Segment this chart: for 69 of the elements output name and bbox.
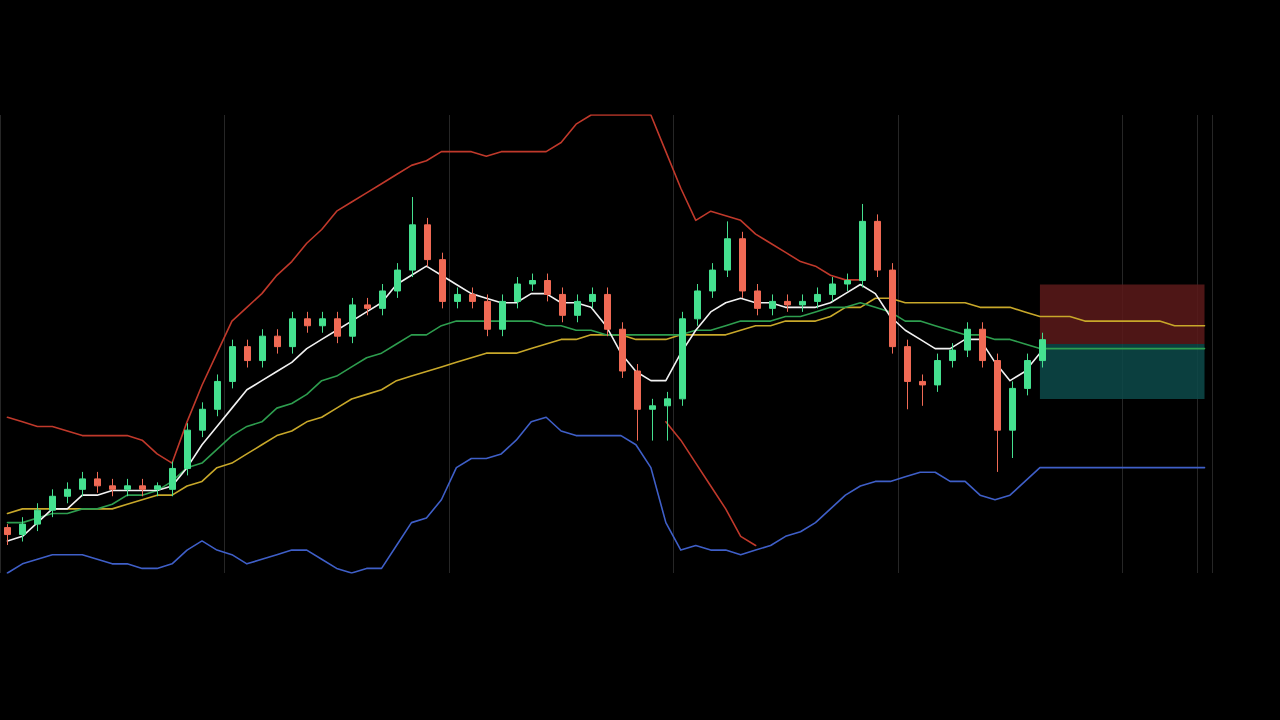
candlestick [4, 523, 11, 546]
candlestick [19, 516, 26, 543]
candlestick [424, 217, 431, 268]
candlestick [304, 311, 311, 334]
candlestick [79, 471, 86, 497]
candlestick [739, 231, 746, 299]
candlestick [949, 342, 956, 369]
candlestick [469, 286, 476, 309]
candlestick [514, 276, 521, 309]
candlestick [709, 262, 716, 299]
candlestick [889, 262, 896, 355]
candlestick [64, 481, 71, 504]
candlestick [499, 293, 506, 337]
candlestick [769, 293, 776, 316]
candlestick [184, 422, 191, 476]
candlestick [829, 276, 836, 302]
candlestick [169, 460, 176, 497]
candlestick [244, 339, 251, 369]
candlestick [454, 286, 461, 309]
candlestick [1024, 353, 1031, 396]
candlestick [979, 321, 986, 369]
candlestick [124, 478, 131, 497]
candlestick [799, 293, 806, 313]
candlestick [664, 391, 671, 442]
candlestick [589, 286, 596, 309]
candlestick [379, 283, 386, 316]
candlestick [199, 401, 206, 438]
candlestick [649, 398, 656, 442]
candlestick [604, 286, 611, 337]
candlestick [784, 293, 791, 313]
candlestick [49, 488, 56, 518]
candlestick [694, 283, 701, 327]
candlestick [289, 311, 296, 355]
candlestick [679, 311, 686, 407]
candlestick [634, 363, 641, 442]
candlestick [484, 293, 491, 337]
candlestick [934, 353, 941, 393]
candlestick [919, 373, 926, 407]
candlestick [94, 471, 101, 494]
candlestick [109, 478, 116, 497]
candlestick [844, 273, 851, 292]
candlestick [214, 373, 221, 417]
candlestick [559, 286, 566, 323]
candlestick [544, 273, 551, 302]
candlestick [364, 297, 371, 316]
candlestick [334, 311, 341, 344]
candlestick [574, 293, 581, 323]
candlestick [994, 353, 1001, 473]
candlestick [319, 311, 326, 334]
candlestick [229, 339, 236, 389]
candlestick [904, 339, 911, 410]
candlestick [724, 220, 731, 278]
candlestick [439, 252, 446, 309]
candlestick [619, 321, 626, 379]
candlestick [1009, 380, 1016, 459]
candlestick [409, 196, 416, 278]
candlestick [139, 478, 146, 497]
candlestick [754, 283, 761, 316]
candlestick [814, 286, 821, 309]
candlestick [274, 328, 281, 355]
candlestick [964, 321, 971, 358]
candlestick [349, 297, 356, 344]
candlestick [34, 502, 41, 532]
candlestick [394, 262, 401, 299]
candlestick [859, 203, 866, 288]
candlestick [874, 213, 881, 278]
candlestick [529, 273, 536, 292]
candlestick [154, 481, 161, 497]
candlestick [259, 328, 266, 369]
